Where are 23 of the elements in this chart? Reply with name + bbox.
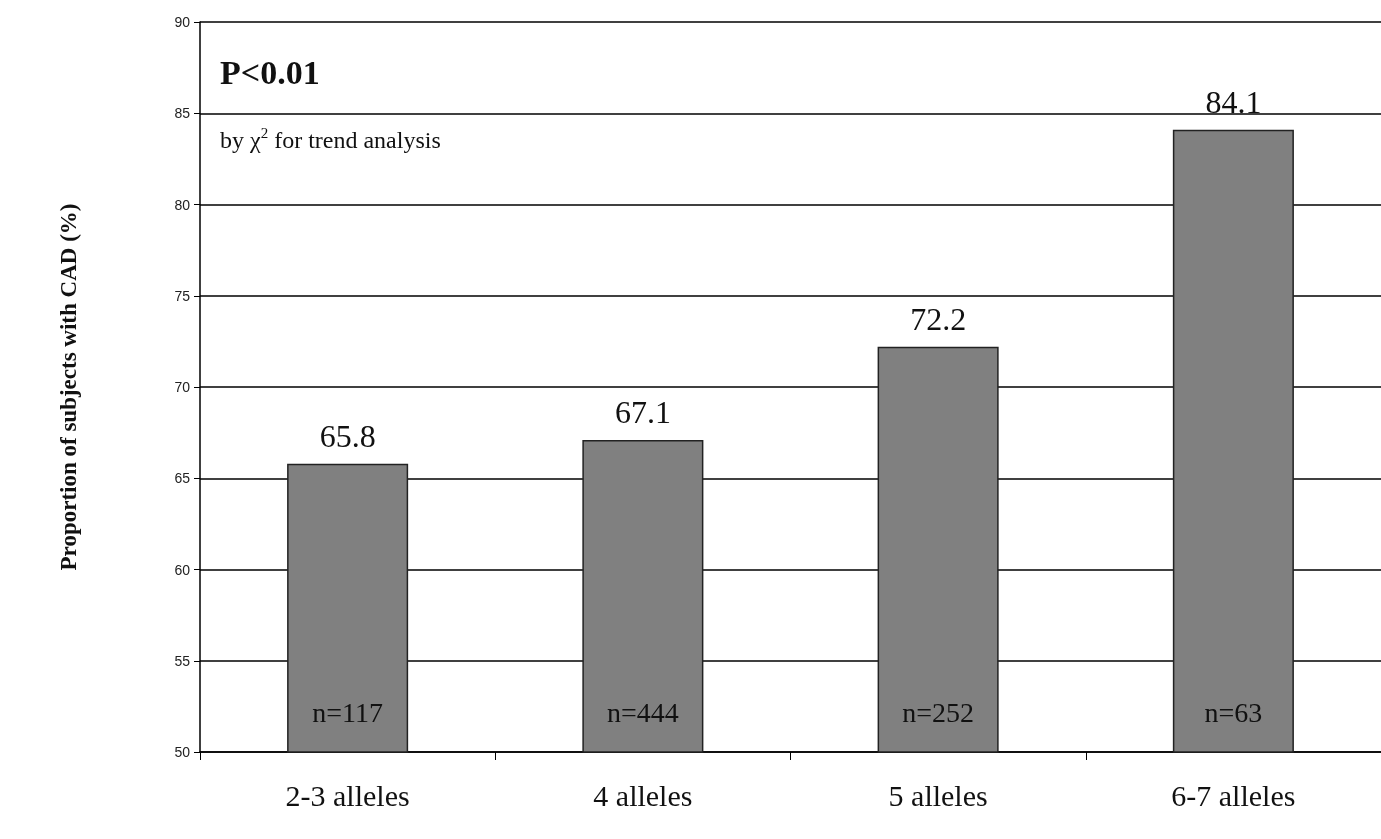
x-tick-label: 4 alleles: [593, 778, 693, 812]
y-tick-label: 85: [174, 105, 191, 122]
y-tick-label: 50: [174, 744, 191, 760]
data-label: 84.1: [1205, 83, 1262, 120]
y-tick-label: 80: [174, 196, 191, 213]
y-tick-label: 70: [174, 379, 191, 395]
y-tick-label: 90: [174, 14, 191, 30]
annotation: n=117: [312, 696, 384, 728]
annotation: P<0.01: [220, 53, 320, 91]
y-axis-title: Proportion of subjects with CAD (%): [56, 203, 81, 571]
x-tick-label: 5 alleles: [888, 778, 988, 812]
data-label: 67.1: [614, 393, 671, 430]
x-tick-label: 2-3 alleles: [285, 778, 410, 812]
data-label: 65.8: [319, 417, 376, 454]
y-tick-label: 55: [174, 652, 191, 669]
data-label: 72.2: [910, 300, 967, 337]
y-tick-label: 75: [174, 287, 191, 304]
annotation: n=444: [606, 696, 679, 728]
y-tick-label: 60: [174, 561, 191, 578]
y-tick-label: 65: [174, 470, 191, 487]
x-tick-label: 6-7 alleles: [1171, 778, 1296, 812]
annotation: n=63: [1204, 696, 1263, 728]
annotation: n=252: [902, 696, 975, 728]
